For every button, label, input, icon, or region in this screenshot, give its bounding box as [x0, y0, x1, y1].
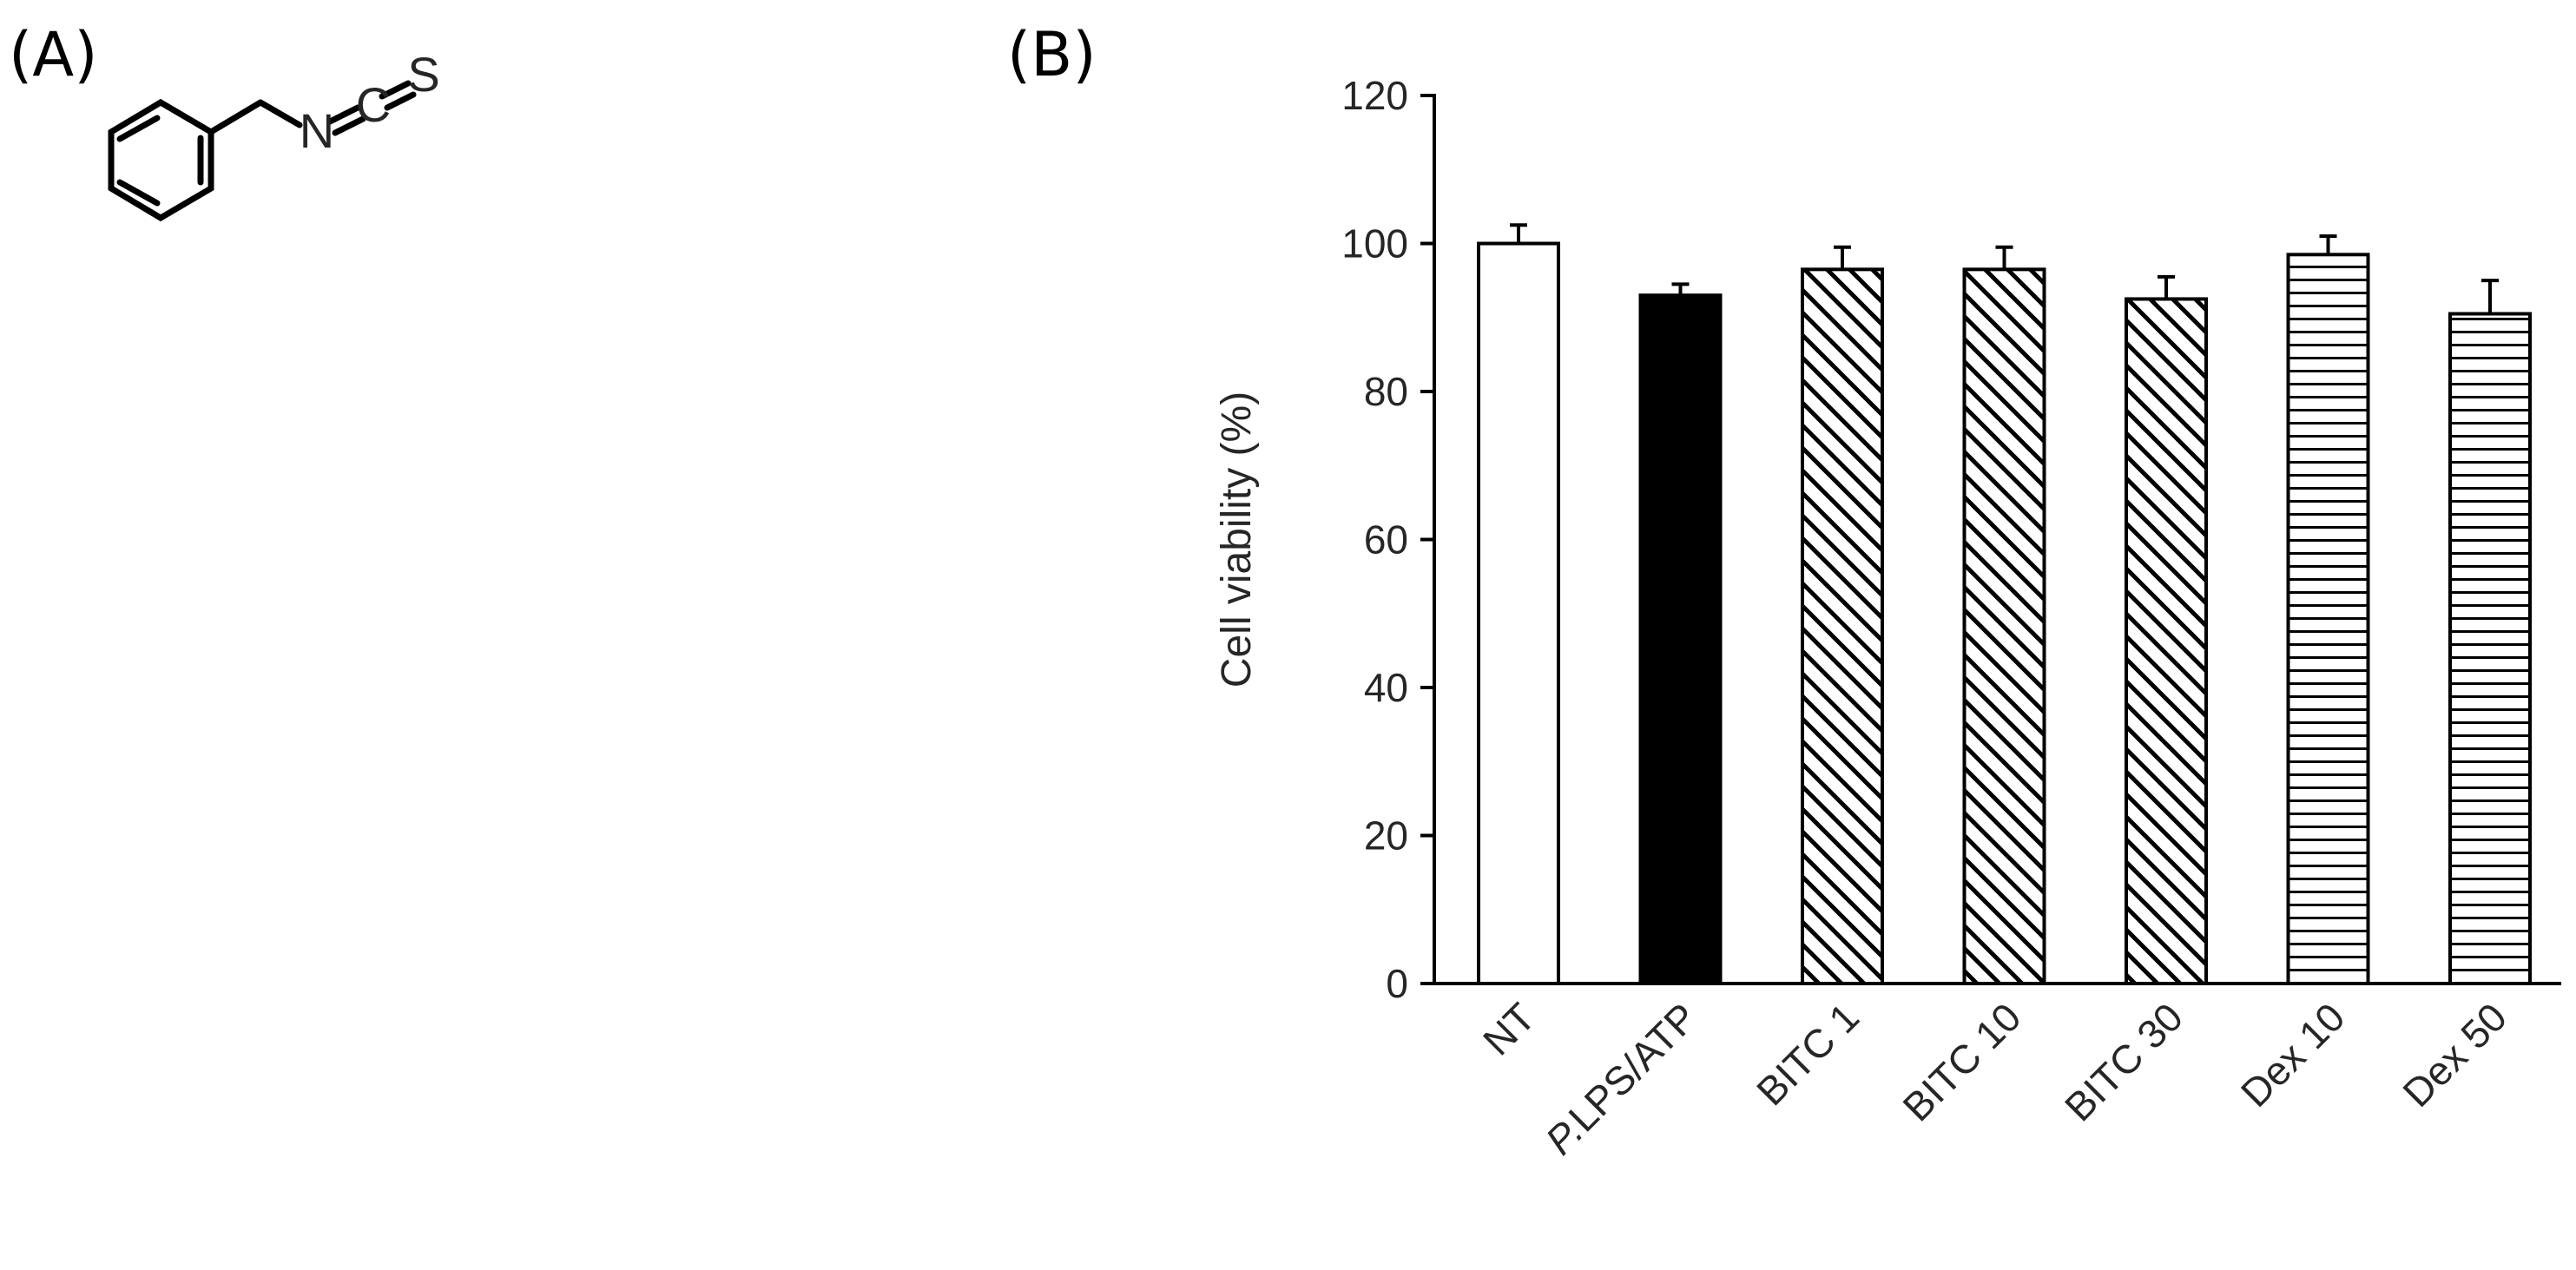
benzene-ring [108, 98, 214, 222]
cs-double-bond [384, 91, 417, 111]
x-tick-label: BITC 1 [1748, 994, 1868, 1114]
ring-double-bond [116, 179, 161, 207]
x-tick-label: BITC 10 [1894, 994, 2029, 1129]
x-tick-label: BITC 30 [2056, 994, 2191, 1129]
x-labels-layer: NTP.LPS/ATP BITC 1 BITC 10 BITC 30 Dex 10 Dex… [1474, 994, 2515, 1163]
y-tick-label: 0 [1386, 961, 1408, 1006]
y-tick-label: 60 [1364, 517, 1408, 563]
y-ticks-layer: 0 20 40 60 80 100 120 [1341, 73, 1434, 1006]
bar [2448, 312, 2532, 985]
y-tick-label: 40 [1364, 665, 1408, 710]
atom-c: C [356, 77, 391, 132]
cs-double-bond [379, 80, 412, 100]
bar [2286, 253, 2370, 986]
atom-s: S [407, 47, 439, 102]
x-tick-label: P.LPS/ATP [1537, 994, 1706, 1163]
bar [1477, 241, 1560, 985]
bar [1801, 267, 1884, 985]
y-tick-label: 20 [1364, 813, 1408, 859]
chemical-structure: N C S [108, 47, 440, 222]
y-axis-label: Cell viability (%) [1214, 392, 1260, 688]
x-tick-label: Dex 50 [2394, 994, 2515, 1115]
x-tick-label: Dex 10 [2232, 994, 2354, 1115]
panel-b-label: (B) [1007, 19, 1097, 90]
atom-n: N [300, 103, 334, 158]
nc-double-bond [326, 104, 361, 125]
ch2-bond [208, 99, 264, 135]
x-tick-label: NT [1474, 994, 1544, 1063]
panel-a-label: (A) [9, 19, 98, 90]
error-bars-layer [1510, 223, 2499, 314]
y-tick-label: 100 [1341, 221, 1408, 267]
ring-double-bond [116, 115, 161, 142]
y-tick-label: 80 [1364, 369, 1408, 414]
y-tick-label: 120 [1341, 73, 1408, 118]
cn-bond [257, 99, 303, 128]
bar [1962, 267, 2046, 985]
bar [2125, 297, 2208, 985]
bar [1638, 293, 1723, 985]
nc-double-bond [332, 115, 366, 136]
bars-layer [1477, 241, 2532, 986]
